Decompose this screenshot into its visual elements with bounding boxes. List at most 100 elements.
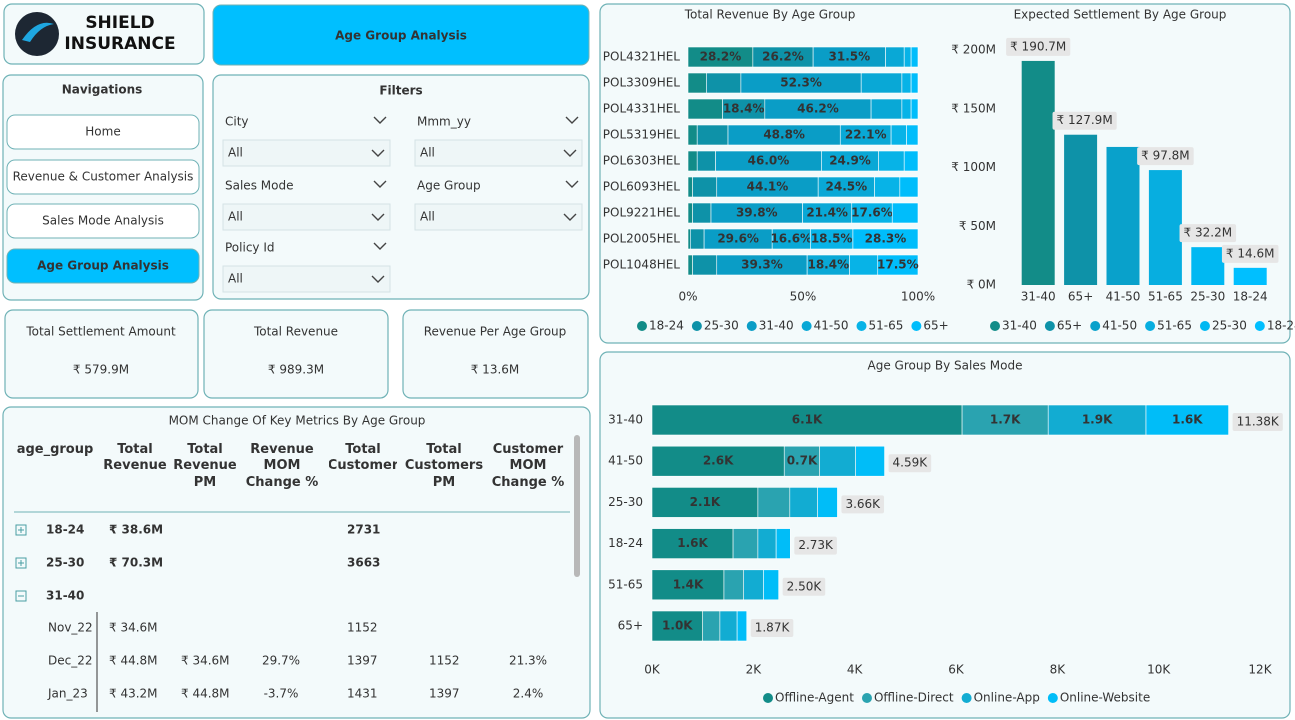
dropdown-chevron[interactable] — [565, 180, 579, 188]
nav-button[interactable] — [6, 203, 200, 239]
legend-label[interactable]: 31-40 — [1002, 319, 1037, 333]
bar-segment[interactable] — [732, 528, 759, 559]
bar-segment[interactable] — [910, 46, 919, 68]
bar-segment[interactable] — [901, 72, 912, 94]
bar-segment[interactable] — [885, 46, 905, 68]
bar-segment[interactable] — [906, 124, 919, 146]
filter-value[interactable]: All — [420, 210, 435, 224]
bar-segment[interactable] — [878, 150, 905, 172]
bar-segment[interactable] — [870, 98, 903, 120]
bar[interactable] — [1021, 60, 1055, 285]
legend-label[interactable]: 25-30 — [704, 319, 739, 333]
bar-segment[interactable] — [651, 610, 703, 642]
bar-segment[interactable] — [723, 569, 745, 601]
bar-segment[interactable] — [696, 150, 716, 172]
bar-segment[interactable] — [702, 610, 721, 642]
legend-label[interactable]: Offline-Direct — [874, 691, 954, 705]
bar-segment[interactable] — [687, 98, 723, 120]
bar-segment[interactable] — [874, 176, 901, 198]
filter-value[interactable]: All — [228, 146, 243, 160]
row-toggle[interactable] — [15, 557, 27, 569]
legend-label[interactable]: Online-App — [974, 691, 1040, 705]
legend-label[interactable]: 18-24 — [1267, 319, 1295, 333]
bar[interactable] — [1106, 146, 1140, 285]
bar-segment[interactable] — [736, 610, 748, 642]
filter-value[interactable]: All — [420, 146, 435, 160]
legend-label[interactable]: 65+ — [923, 319, 948, 333]
bar-segment[interactable] — [789, 487, 818, 518]
bar-segment[interactable] — [757, 487, 791, 518]
bar-segment[interactable] — [819, 445, 856, 477]
filter-dropdown[interactable] — [414, 139, 583, 167]
dropdown-chevron[interactable] — [371, 213, 385, 221]
legend-label[interactable]: Offline-Agent — [775, 691, 854, 705]
nav-button[interactable] — [6, 159, 200, 195]
bar-segment[interactable] — [783, 445, 821, 477]
nav-button-label[interactable]: Revenue & Customer Analysis — [13, 170, 194, 184]
bar-segment[interactable] — [651, 445, 785, 477]
bar-segment[interactable] — [899, 176, 919, 198]
bar[interactable] — [1191, 247, 1225, 285]
bar-segment[interactable] — [651, 528, 734, 559]
dropdown-chevron[interactable] — [373, 180, 387, 188]
bar-segment[interactable] — [817, 487, 838, 518]
bar-segment[interactable] — [891, 202, 919, 224]
bar-segment[interactable] — [877, 254, 919, 276]
bar-segment[interactable] — [692, 254, 718, 276]
bar-segment[interactable] — [757, 528, 777, 559]
bar-segment[interactable] — [689, 228, 705, 250]
bar-segment[interactable] — [651, 569, 725, 601]
bar-segment[interactable] — [692, 176, 718, 198]
legend-label[interactable]: 31-40 — [759, 319, 794, 333]
bar-segment[interactable] — [890, 124, 907, 146]
bar-segment[interactable] — [1145, 404, 1229, 436]
bar-segment[interactable] — [763, 569, 779, 601]
bar-segment[interactable] — [961, 404, 1049, 436]
legend-label[interactable]: 41-50 — [814, 319, 849, 333]
bar[interactable] — [1148, 170, 1182, 285]
legend-label[interactable]: 65+ — [1057, 319, 1082, 333]
nav-button-label[interactable]: Home — [85, 125, 120, 139]
bar-segment[interactable] — [910, 98, 919, 120]
dropdown-chevron[interactable] — [373, 116, 387, 124]
bar-segment[interactable] — [903, 46, 912, 68]
bar[interactable] — [1064, 134, 1098, 285]
legend-label[interactable]: 18-24 — [649, 319, 684, 333]
bar-segment[interactable] — [687, 228, 691, 250]
nav-button[interactable] — [6, 248, 200, 284]
filter-dropdown[interactable] — [222, 203, 391, 231]
bar-segment[interactable] — [910, 72, 919, 94]
bar-segment[interactable] — [852, 228, 919, 250]
row-toggle[interactable] — [15, 590, 27, 602]
bar-segment[interactable] — [687, 202, 693, 224]
bar-segment[interactable] — [696, 124, 729, 146]
legend-label[interactable]: 51-65 — [869, 319, 904, 333]
legend-label[interactable]: 51-65 — [1157, 319, 1192, 333]
legend-label[interactable]: 25-30 — [1212, 319, 1247, 333]
bar-segment[interactable] — [651, 404, 963, 436]
bar-segment[interactable] — [849, 254, 879, 276]
bar-segment[interactable] — [687, 150, 698, 172]
filter-value[interactable]: All — [228, 272, 243, 286]
dropdown-chevron[interactable] — [371, 149, 385, 157]
dropdown-chevron[interactable] — [373, 242, 387, 250]
bar-segment[interactable] — [743, 569, 764, 601]
filter-dropdown[interactable] — [414, 203, 583, 231]
dropdown-chevron[interactable] — [563, 213, 577, 221]
nav-button-label[interactable]: Age Group Analysis — [37, 259, 169, 273]
bar-segment[interactable] — [719, 610, 738, 642]
filter-dropdown[interactable] — [222, 265, 391, 293]
row-toggle[interactable] — [15, 524, 27, 536]
bar-segment[interactable] — [687, 176, 693, 198]
bar-segment[interactable] — [687, 124, 698, 146]
scrollbar[interactable] — [574, 435, 580, 577]
dropdown-chevron[interactable] — [563, 149, 577, 157]
nav-button[interactable] — [6, 114, 200, 150]
filter-value[interactable]: All — [228, 210, 243, 224]
bar[interactable] — [1233, 267, 1267, 285]
bar-segment[interactable] — [687, 254, 693, 276]
bar-segment[interactable] — [901, 98, 912, 120]
dropdown-chevron[interactable] — [565, 116, 579, 124]
bar-segment[interactable] — [855, 445, 885, 477]
bar-segment[interactable] — [903, 150, 919, 172]
